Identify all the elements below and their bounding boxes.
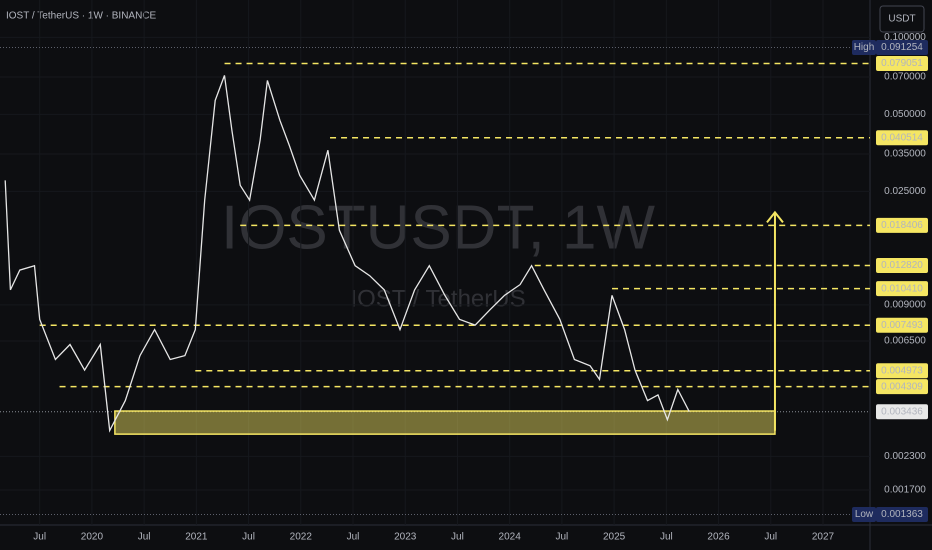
x-tick-label: Jul [660, 532, 673, 543]
watermark: IOSTUSDT, 1W [221, 193, 656, 262]
x-tick-label: Jul [451, 532, 464, 543]
y-tick-label: 0.009000 [884, 299, 926, 310]
x-tick-label: Jul [242, 532, 255, 543]
currency-button[interactable] [879, 5, 925, 33]
x-tick-label: Jul [138, 532, 151, 543]
level-label: 0.040514 [881, 132, 923, 143]
low-tag-box [852, 506, 876, 522]
y-tick-label: 0.002300 [884, 451, 926, 462]
x-tick-label: 2026 [707, 532, 730, 543]
level-label-box [876, 281, 928, 297]
x-tick-label: 2022 [290, 532, 313, 543]
x-tick-label: Jul [347, 532, 360, 543]
level-label: 0.010410 [881, 283, 923, 294]
level-label: 0.007493 [881, 320, 923, 331]
y-tick-label: 0.050000 [884, 109, 926, 120]
x-tick-label: 2020 [81, 532, 104, 543]
low-value-box [876, 506, 928, 522]
y-tick-label: 0.001700 [884, 485, 926, 496]
level-label: 0.004309 [881, 381, 923, 392]
level-label-box [876, 55, 928, 71]
x-tick-label: 2021 [185, 532, 208, 543]
currency-label: USDT [888, 14, 915, 25]
level-label-box [876, 258, 928, 274]
last-price-label: 0.003436 [881, 406, 923, 417]
chart-title: IOST / TetherUS · 1W · BINANCE [6, 11, 157, 22]
level-label-box [876, 217, 928, 233]
y-tick-label: 0.070000 [884, 72, 926, 83]
x-tick-label: 2023 [394, 532, 417, 543]
watermark-subtitle: IOST / TetherUS [350, 285, 525, 312]
level-label-box [876, 363, 928, 379]
level-label-box [876, 379, 928, 395]
x-tick-label: Jul [764, 532, 777, 543]
level-label-box [876, 317, 928, 333]
level-label: 0.004973 [881, 365, 923, 376]
x-tick-label: 2024 [499, 532, 522, 543]
y-tick-label: 0.006500 [884, 336, 926, 347]
low-tag: Low [855, 509, 874, 520]
high-tag: High [854, 42, 875, 53]
x-tick-label: 2027 [812, 532, 835, 543]
x-tick-label: Jul [555, 532, 568, 543]
level-label: 0.012820 [881, 260, 923, 271]
high-value-box [876, 40, 928, 56]
y-tick-label: 0.035000 [884, 149, 926, 160]
x-tick-label: Jul [33, 532, 46, 543]
price-line [4, 75, 690, 433]
x-tick-label: 2025 [603, 532, 626, 543]
level-label: 0.079051 [881, 58, 923, 69]
low-value: 0.001363 [881, 509, 923, 520]
support-zone [114, 410, 776, 435]
level-label: 0.018406 [881, 220, 923, 231]
level-label-box [876, 130, 928, 146]
high-tag-box [852, 40, 876, 56]
arrow-head [766, 210, 784, 223]
y-tick-label: 0.100000 [884, 32, 926, 43]
high-value: 0.091254 [881, 42, 923, 53]
last-price-box [876, 404, 928, 420]
y-tick-label: 0.025000 [884, 186, 926, 197]
